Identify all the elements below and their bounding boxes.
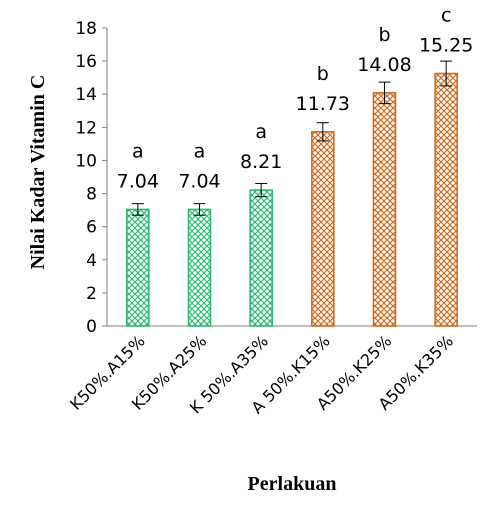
data-label: 7.04 <box>178 170 220 192</box>
significance-letter: a <box>255 121 267 143</box>
data-label: 11.73 <box>296 93 350 115</box>
significance-letter: c <box>441 5 451 27</box>
data-label: 15.25 <box>419 35 473 57</box>
bar <box>249 189 273 327</box>
bar <box>434 72 458 327</box>
data-label: 14.08 <box>357 54 411 76</box>
y-tick-label: 18 <box>75 19 97 39</box>
bar <box>372 92 397 327</box>
y-tick-label: 8 <box>86 185 97 205</box>
x-axis-title: Perlakuan <box>248 473 337 495</box>
bar <box>187 208 212 327</box>
significance-letter: b <box>317 63 329 85</box>
axes: 0 2 4 6 8 10 12 14 16 18 <box>75 19 477 337</box>
data-label: 8.21 <box>240 151 282 173</box>
y-tick-label: 16 <box>75 52 97 72</box>
bars <box>126 60 458 327</box>
significance-letter: a <box>194 140 206 162</box>
data-label: 7.04 <box>117 170 159 192</box>
y-tick-label: 14 <box>75 85 97 105</box>
significance-letter: b <box>378 24 390 46</box>
y-tick-label: 4 <box>86 251 97 271</box>
y-tick-label: 0 <box>86 317 97 337</box>
bar <box>126 208 150 327</box>
y-axis-title: Nilai Kadar Vitamin C <box>27 75 49 270</box>
bar <box>311 131 335 327</box>
y-tick-label: 6 <box>86 218 97 238</box>
y-tick-label: 2 <box>86 284 97 304</box>
significance-letter: a <box>132 140 144 162</box>
y-tick-label: 12 <box>75 118 97 138</box>
y-tick-label: 10 <box>75 151 97 171</box>
